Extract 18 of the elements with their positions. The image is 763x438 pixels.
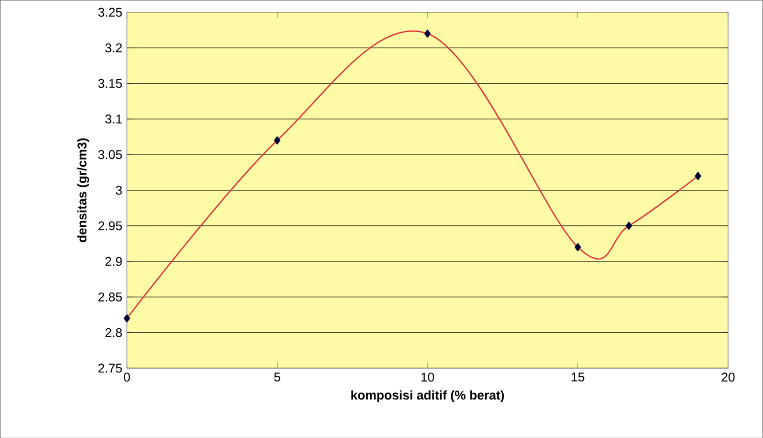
y-tick-label: 2.9 bbox=[105, 256, 122, 266]
x-tick-label: 20 bbox=[722, 372, 735, 382]
y-tick-label: 2.95 bbox=[98, 221, 122, 230]
y-tick-label: 3.05 bbox=[98, 150, 122, 159]
y-tick-label: 3.15 bbox=[98, 78, 122, 88]
y-tick-label: 3.2 bbox=[105, 43, 122, 52]
x-tick-label: 0 bbox=[124, 372, 130, 382]
y-tick-label: 3.1 bbox=[105, 114, 122, 124]
y-tick-label: 3.25 bbox=[98, 8, 122, 17]
y-tick-label: 3 bbox=[116, 186, 122, 194]
x-axis-title: komposisi aditif (% berat) bbox=[351, 390, 504, 402]
y-tick-label: 2.8 bbox=[105, 328, 122, 337]
x-tick-label: 10 bbox=[421, 372, 434, 382]
y-axis-title: densitas (gr/cm3) bbox=[77, 138, 90, 242]
y-tick-label: 2.85 bbox=[98, 292, 122, 302]
x-tick-label: 15 bbox=[572, 372, 584, 382]
x-tick-label: 5 bbox=[274, 372, 280, 382]
y-tick-label: 2.75 bbox=[98, 363, 122, 372]
